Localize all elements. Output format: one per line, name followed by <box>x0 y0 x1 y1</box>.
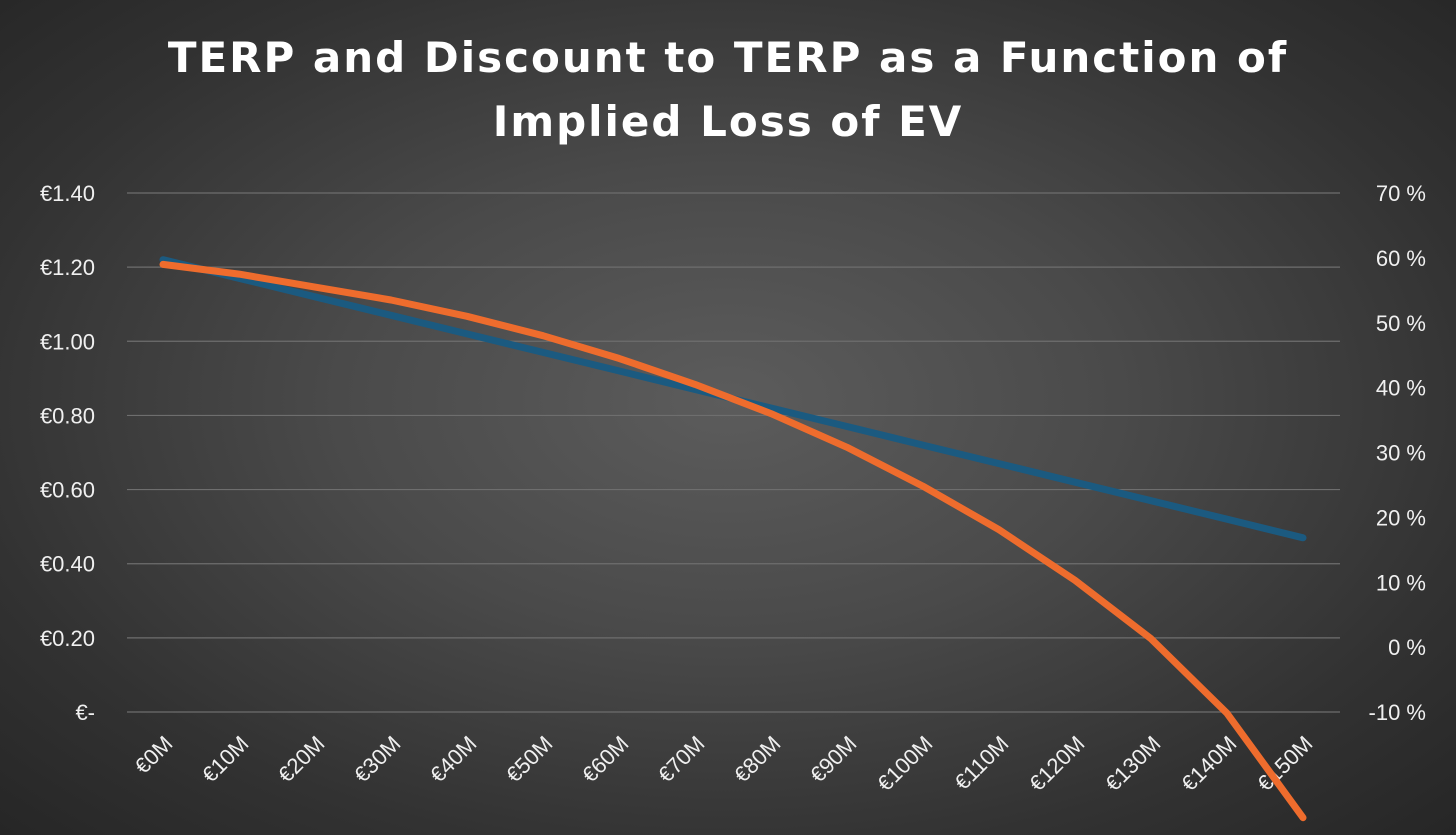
right-tick-label: 10 % <box>1376 570 1426 595</box>
x-tick-label: €20M <box>273 731 330 788</box>
right-tick-label: 30 % <box>1376 441 1426 466</box>
right-tick-label: 70 % <box>1376 181 1426 206</box>
x-tick-label: €130M <box>1100 731 1165 796</box>
series-discount-to-terp <box>159 260 1307 822</box>
chart-title-line-1: TERP and Discount to TERP as a Function … <box>168 33 1288 82</box>
x-tick-label: €140M <box>1176 731 1241 796</box>
left-tick-label: €1.40 <box>40 181 95 206</box>
left-tick-label: €0.20 <box>40 626 95 651</box>
x-tick-label: €30M <box>349 731 406 788</box>
series-line-discount-to-terp <box>159 260 1307 822</box>
x-axis: €0M €10M €20M €30M €40M €50M €60M €70M €80M €90M €… <box>130 731 1318 796</box>
x-tick-label: €90M <box>805 731 862 788</box>
left-tick-label: €0.40 <box>40 552 95 577</box>
x-tick-label: €0M <box>130 731 178 779</box>
x-tick-label: €10M <box>197 731 254 788</box>
right-tick-label: 50 % <box>1376 311 1426 336</box>
x-tick-label: €80M <box>729 731 786 788</box>
gridlines <box>127 192 1340 713</box>
right-tick-label: -10 % <box>1369 700 1426 725</box>
left-tick-label: €0.60 <box>40 478 95 503</box>
left-tick-label: €- <box>75 700 95 725</box>
chart-title-line-2: Implied Loss of EV <box>493 97 964 146</box>
right-tick-label: 20 % <box>1376 505 1426 530</box>
right-tick-label: 0 % <box>1388 635 1426 660</box>
right-tick-label: 60 % <box>1376 246 1426 271</box>
x-tick-label: €70M <box>653 731 710 788</box>
x-tick-label: €60M <box>577 731 634 788</box>
x-tick-label: €50M <box>501 731 558 788</box>
x-tick-label: €40M <box>425 731 482 788</box>
x-tick-label: €120M <box>1024 731 1089 796</box>
right-tick-label: 40 % <box>1376 376 1426 401</box>
right-y-axis: -10 % 0 % 10 % 20 % 30 % 40 % 50 % 60 % 70 % <box>1369 181 1426 725</box>
plot-area <box>159 256 1307 822</box>
x-tick-label: €110M <box>949 731 1013 795</box>
x-tick-label: €100M <box>872 731 937 796</box>
left-y-axis: €- €0.20 €0.40 €0.60 €0.80 €1.00 €1.20 €1.40 <box>40 181 95 725</box>
left-tick-label: €1.20 <box>40 255 95 280</box>
left-tick-label: €1.00 <box>40 329 95 354</box>
left-tick-label: €0.80 <box>40 403 95 428</box>
